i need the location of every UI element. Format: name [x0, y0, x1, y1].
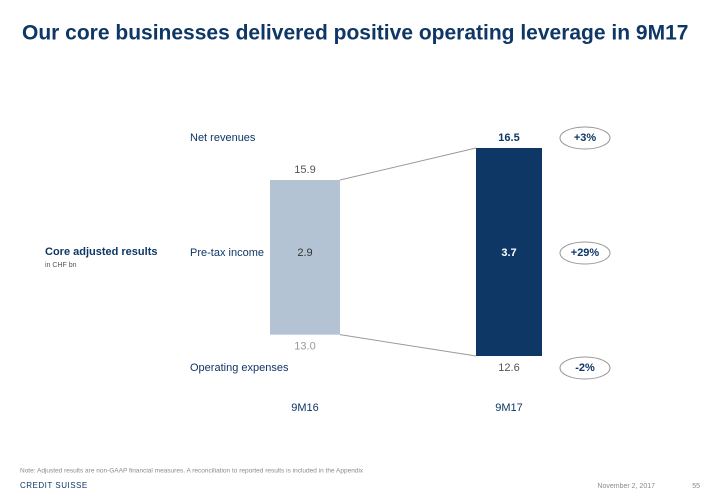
unit: in CHF bn: [45, 262, 77, 269]
row-label: Net revenues: [190, 132, 256, 144]
connector: [339, 334, 477, 357]
bar: [270, 180, 340, 335]
change-label: +3%: [574, 132, 597, 144]
row-label: Operating expenses: [190, 362, 289, 374]
value-label: 15.9: [294, 164, 315, 176]
category-label: 9M16: [291, 402, 319, 414]
subtitle: Core adjusted results: [45, 246, 157, 258]
footnote: Note: Adjusted results are non-GAAP fina…: [20, 468, 364, 475]
connector: [339, 147, 477, 181]
change-badge: [559, 356, 611, 380]
value-label: 3.7: [501, 247, 516, 259]
value-label: 12.6: [498, 362, 519, 374]
row-label: Pre-tax income: [190, 247, 264, 259]
change-badge: [559, 241, 611, 265]
value-label: 13.0: [294, 341, 315, 353]
slide-title: Our core businesses delivered positive o…: [22, 22, 688, 45]
change-badge: [559, 126, 611, 150]
date: November 2, 2017: [597, 483, 655, 490]
category-label: 9M17: [495, 402, 523, 414]
value-label: 16.5: [498, 132, 519, 144]
logo: CREDIT SUISSE: [20, 481, 88, 490]
value-label: 2.9: [297, 247, 312, 259]
change-label: -2%: [575, 362, 595, 374]
change-label: +29%: [571, 247, 600, 259]
bar: [476, 148, 542, 356]
page-number: 55: [692, 483, 700, 490]
